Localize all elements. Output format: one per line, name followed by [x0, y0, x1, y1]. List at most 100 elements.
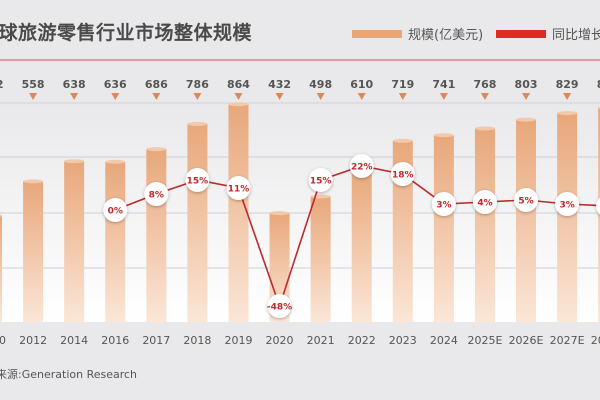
bar	[146, 149, 167, 322]
bar	[474, 128, 495, 322]
growth-label: 15%	[187, 177, 209, 187]
x-tick-label: 2021	[307, 334, 335, 347]
bar	[351, 168, 372, 322]
bar-value-label: 686	[145, 78, 168, 91]
source-note: 数据来源:Generation Research	[0, 368, 138, 381]
bar-value-label: 864	[227, 78, 250, 91]
value-marker-triangle	[152, 93, 161, 100]
x-tick-label: 2022	[348, 334, 376, 347]
x-tick-label: 2027E	[550, 334, 585, 347]
bar-cap	[105, 159, 126, 164]
x-tick-label: 2020	[266, 334, 294, 347]
legend-item-line: 同比增长	[496, 24, 600, 43]
bar	[0, 215, 2, 322]
bar	[557, 113, 578, 322]
growth-label: 8%	[149, 191, 164, 201]
growth-point	[308, 168, 333, 192]
bar-cap	[23, 179, 44, 184]
legend-swatch-bar	[352, 29, 402, 38]
x-tick-label: 2026E	[509, 334, 544, 347]
bar-value-label: 741	[432, 78, 455, 91]
x-tick-label: 2024	[430, 334, 458, 347]
growth-point	[431, 192, 456, 216]
legend-item-bar: 规模(亿美元)	[352, 24, 483, 43]
bar-cap	[0, 214, 2, 217]
x-tick-label: 2028E	[591, 334, 600, 347]
bar-value-label: 432	[268, 78, 291, 91]
bar	[310, 196, 331, 322]
bar	[392, 140, 413, 322]
value-marker-triangle	[480, 93, 489, 100]
value-marker-triangle	[275, 93, 284, 100]
value-marker-triangle	[439, 93, 448, 100]
value-marker-triangle	[29, 93, 38, 100]
growth-label: 3%	[436, 201, 451, 211]
bar-cap	[228, 102, 249, 107]
bar-value-label: 636	[104, 78, 127, 91]
bar-cap	[64, 159, 85, 164]
growth-point	[185, 168, 210, 192]
growth-point	[103, 198, 128, 222]
value-marker-triangle	[70, 93, 79, 100]
value-marker-triangle	[357, 93, 366, 100]
bar	[433, 135, 454, 322]
growth-point	[390, 162, 415, 186]
bar	[187, 123, 208, 322]
bar-value-label: 829	[556, 78, 579, 91]
growth-label: 11%	[228, 185, 250, 195]
bar	[105, 161, 126, 322]
bar-value-label: 638	[63, 78, 86, 91]
x-tick-label: 2023	[389, 334, 417, 347]
bar-value-label: 719	[391, 78, 414, 91]
value-marker-triangle	[316, 93, 325, 100]
x-tick-label: 2025E	[467, 334, 502, 347]
bar-value-label: 850	[597, 78, 600, 91]
growth-point	[596, 197, 600, 215]
bar-value-label: 498	[309, 78, 332, 91]
bar-value-label: 803	[515, 78, 538, 91]
bar-value-label: 422	[0, 78, 3, 91]
x-tick-label: 2017	[142, 334, 170, 347]
value-marker-triangle	[111, 93, 120, 100]
bar-cap	[433, 133, 454, 138]
growth-label: 3%	[559, 201, 574, 211]
value-marker-triangle	[522, 93, 531, 100]
legend-label-bar: 规模(亿美元)	[408, 28, 484, 43]
bar-value-label: 768	[473, 78, 496, 91]
x-tick-label: 2014	[60, 334, 88, 347]
bar-cap	[310, 194, 331, 199]
x-tick-label: 2010	[0, 334, 6, 347]
bar-cap	[269, 211, 290, 216]
growth-point	[226, 176, 251, 200]
bar	[64, 161, 85, 322]
bar-cap	[474, 126, 495, 131]
bar-cap	[557, 111, 578, 116]
legend-swatch-line	[496, 29, 546, 38]
growth-point	[472, 190, 497, 214]
bar-cap	[187, 121, 208, 126]
growth-label: 0%	[108, 207, 123, 217]
bar	[516, 119, 537, 322]
growth-label: -48%	[267, 303, 292, 313]
growth-point	[514, 188, 539, 212]
chart-title: 全球旅游零售行业市场整体规模	[0, 22, 253, 44]
growth-label: 4%	[477, 199, 492, 209]
bar	[598, 107, 600, 322]
x-tick-label: 2012	[19, 334, 47, 347]
bar-cap	[146, 147, 167, 152]
bar-value-label: 786	[186, 78, 209, 91]
x-tick-label: 2016	[101, 334, 129, 347]
bar-value-label: 610	[350, 78, 373, 91]
growth-point	[349, 154, 374, 178]
bar	[269, 213, 290, 322]
growth-label: 5%	[518, 197, 533, 207]
value-marker-triangle	[234, 93, 243, 100]
bar	[228, 104, 249, 322]
bar-cap	[516, 117, 537, 122]
bar-cap	[392, 138, 413, 143]
value-marker-triangle	[563, 93, 572, 100]
bar-value-label: 558	[22, 78, 45, 91]
growth-label: 22%	[351, 163, 373, 173]
growth-point	[144, 182, 169, 206]
